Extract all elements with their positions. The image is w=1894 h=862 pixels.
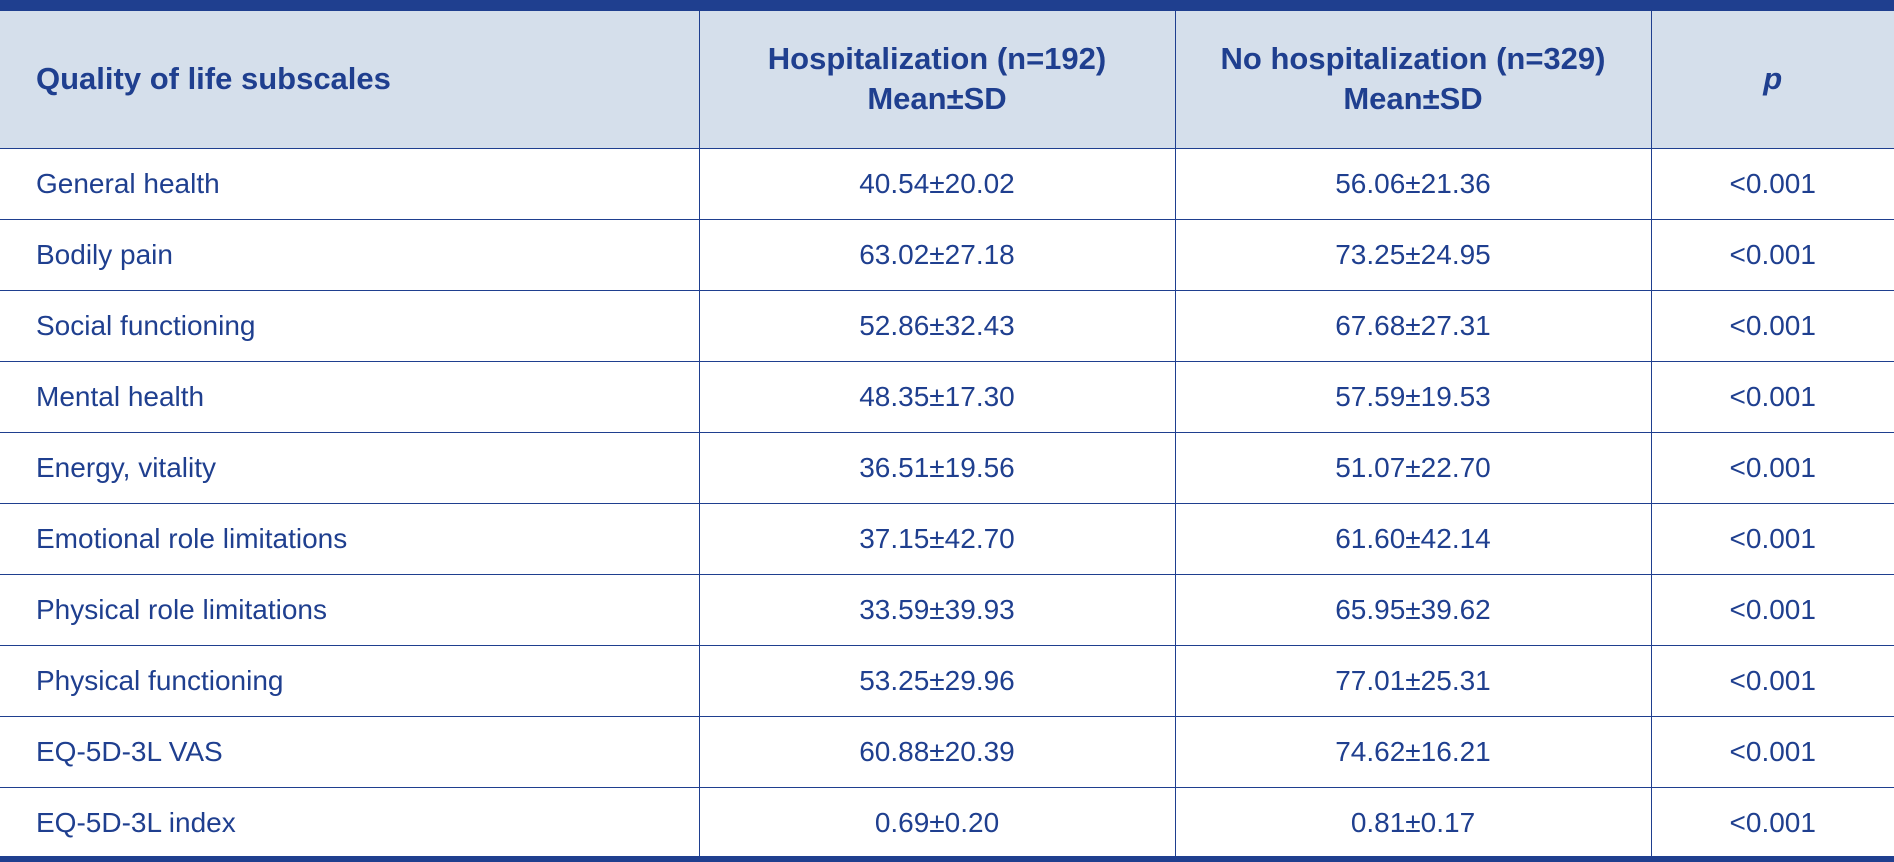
hospitalization-value: 36.51±19.56 [698,431,1176,504]
row-label: EQ-5D-3L VAS [0,715,700,788]
p-value: <0.001 [1650,218,1894,291]
hospitalization-value: 33.59±39.93 [698,573,1176,646]
header-hospitalization: Hospitalization (n=192) Mean±SD [698,11,1176,149]
no-hospitalization-value: 65.95±39.62 [1174,573,1652,646]
table-row: Physical functioning 53.25±29.96 77.01±2… [0,644,1894,717]
header-row: Quality of life subscales Hospitalizatio… [0,11,1894,149]
hospitalization-value: 0.69±0.20 [698,786,1176,858]
p-value: <0.001 [1650,431,1894,504]
no-hospitalization-value: 57.59±19.53 [1174,360,1652,433]
hospitalization-value: 52.86±32.43 [698,289,1176,362]
header-no-hospitalization-title: No hospitalization (n=329) [1220,41,1606,77]
p-value: <0.001 [1650,360,1894,433]
p-value: <0.001 [1650,147,1894,220]
table-row: General health 40.54±20.02 56.06±21.36 <… [0,147,1894,220]
row-label: General health [0,147,700,220]
table-row: EQ-5D-3L index 0.69±0.20 0.81±0.17 <0.00… [0,786,1894,858]
no-hospitalization-value: 73.25±24.95 [1174,218,1652,291]
header-hospitalization-title: Hospitalization (n=192) [767,41,1107,77]
p-value: <0.001 [1650,289,1894,362]
hospitalization-value: 53.25±29.96 [698,644,1176,717]
no-hospitalization-value: 67.68±27.31 [1174,289,1652,362]
header-p-value: p [1650,11,1894,149]
table-row: Mental health 48.35±17.30 57.59±19.53 <0… [0,360,1894,433]
row-label: Emotional role limitations [0,502,700,575]
table-header: Quality of life subscales Hospitalizatio… [0,11,1894,149]
row-label: Energy, vitality [0,431,700,504]
hospitalization-value: 63.02±27.18 [698,218,1176,291]
table-body: General health 40.54±20.02 56.06±21.36 <… [0,147,1894,858]
data-table: Quality of life subscales Hospitalizatio… [0,11,1894,858]
p-value: <0.001 [1650,786,1894,858]
hospitalization-value: 40.54±20.02 [698,147,1176,220]
p-value: <0.001 [1650,573,1894,646]
row-label: Social functioning [0,289,700,362]
table-row: Social functioning 52.86±32.43 67.68±27.… [0,289,1894,362]
table-row: Bodily pain 63.02±27.18 73.25±24.95 <0.0… [0,218,1894,291]
hospitalization-value: 48.35±17.30 [698,360,1176,433]
no-hospitalization-value: 61.60±42.14 [1174,502,1652,575]
row-label: Physical functioning [0,644,700,717]
table-row: Physical role limitations 33.59±39.93 65… [0,573,1894,646]
table-row: Energy, vitality 36.51±19.56 51.07±22.70… [0,431,1894,504]
hospitalization-value: 37.15±42.70 [698,502,1176,575]
header-no-hospitalization-stat: Mean±SD [1343,81,1483,117]
table-row: Emotional role limitations 37.15±42.70 6… [0,502,1894,575]
no-hospitalization-value: 0.81±0.17 [1174,786,1652,858]
no-hospitalization-value: 77.01±25.31 [1174,644,1652,717]
no-hospitalization-value: 51.07±22.70 [1174,431,1652,504]
row-label: EQ-5D-3L index [0,786,700,858]
p-value: <0.001 [1650,502,1894,575]
no-hospitalization-value: 74.62±16.21 [1174,715,1652,788]
row-label: Mental health [0,360,700,433]
header-no-hospitalization: No hospitalization (n=329) Mean±SD [1174,11,1652,149]
header-hospitalization-stat: Mean±SD [867,81,1007,117]
p-value: <0.001 [1650,644,1894,717]
p-value: <0.001 [1650,715,1894,788]
row-label: Physical role limitations [0,573,700,646]
hospitalization-value: 60.88±20.39 [698,715,1176,788]
table-row: EQ-5D-3L VAS 60.88±20.39 74.62±16.21 <0.… [0,715,1894,788]
header-subscale: Quality of life subscales [0,11,700,149]
row-label: Bodily pain [0,218,700,291]
no-hospitalization-value: 56.06±21.36 [1174,147,1652,220]
